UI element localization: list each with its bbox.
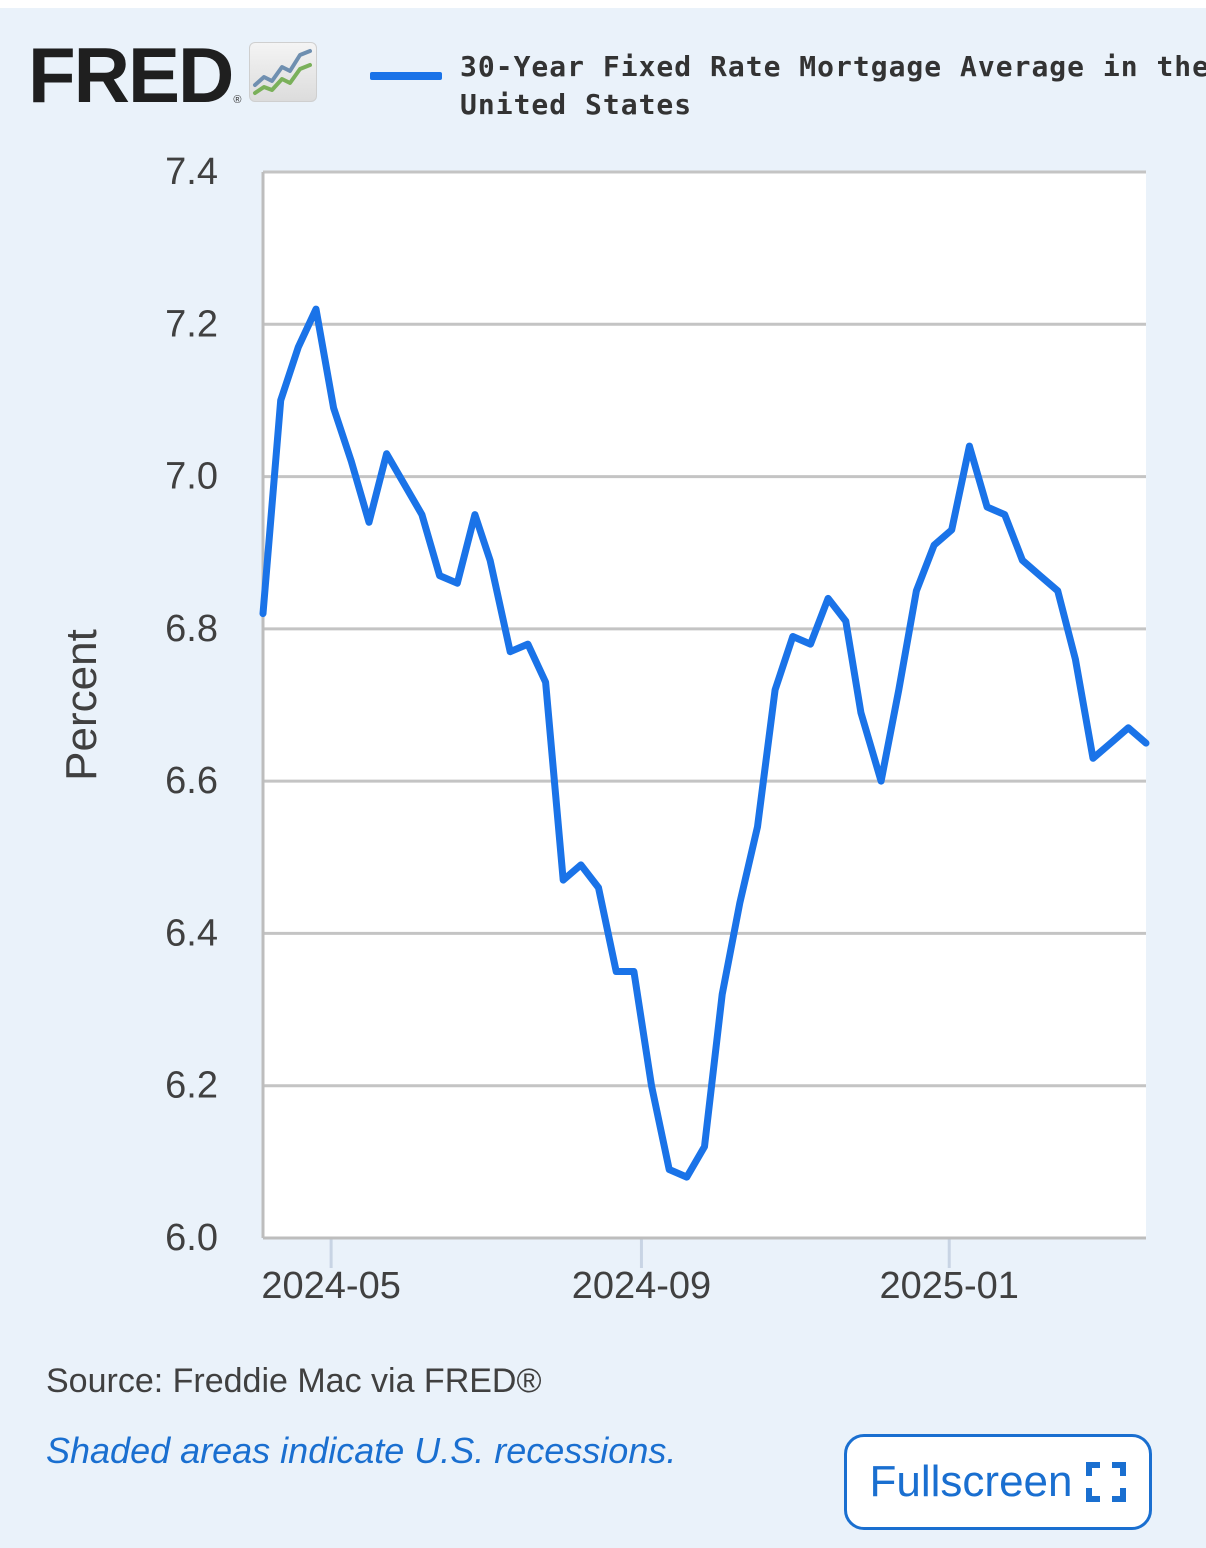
legend-swatch — [370, 72, 442, 80]
x-ticks: 2024-05 2024-09 2025-01 — [261, 1238, 1019, 1307]
y-tick-label: 6.2 — [165, 1065, 218, 1107]
expand-icon — [1086, 1462, 1127, 1502]
x-tick-label: 2025-01 — [879, 1265, 1018, 1307]
y-tick-label: 6.0 — [165, 1217, 218, 1259]
fullscreen-button[interactable]: Fullscreen — [844, 1434, 1152, 1530]
fred-logo-reg: ® — [233, 94, 242, 106]
fullscreen-label: Fullscreen — [869, 1457, 1073, 1506]
y-tick-label: 6.8 — [165, 608, 218, 650]
line-chart: 6.06.26.46.66.87.07.27.4 2024-05 2024-09 2… — [165, 151, 1150, 1307]
fred-logo-text: FRED — [28, 31, 234, 119]
y-axis-label: Percent — [57, 629, 106, 781]
y-tick-labels: 6.0 6.2 6.4 6.6 6.8 7.0 7.2 7.4 — [165, 151, 218, 1259]
fred-logo[interactable]: FRED ® — [28, 31, 318, 119]
x-tick-label: 2024-09 — [572, 1265, 711, 1307]
source-text: Source: Freddie Mac via FRED® — [46, 1362, 542, 1400]
top-strip — [0, 0, 1206, 8]
line-chart-icon — [249, 42, 318, 102]
plot-area — [263, 172, 1146, 1238]
y-tick-label: 6.6 — [165, 760, 218, 802]
gridlines — [263, 170, 1146, 1088]
series-line — [259, 305, 1150, 1181]
legend-label: 30-Year Fixed Rate Mortgage Average in t… — [460, 50, 1206, 121]
y-tick-label: 7.4 — [165, 151, 218, 193]
chart-header: FRED ® 30-Year Fixed Rate Mortgage Avera… — [0, 8, 1206, 138]
y-tick-label: 7.2 — [165, 303, 218, 345]
y-tick-label: 7.0 — [165, 456, 218, 498]
y-tick-label: 6.4 — [165, 912, 218, 954]
x-tick-label: 2024-05 — [261, 1265, 400, 1307]
recession-note-link[interactable]: Shaded areas indicate U.S. recessions. — [46, 1430, 677, 1471]
